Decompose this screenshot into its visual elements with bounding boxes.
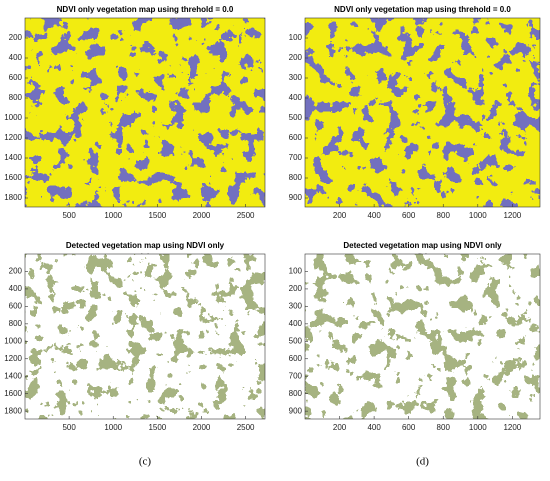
y-tick-label: 800 bbox=[9, 319, 23, 328]
y-tick-label: 500 bbox=[289, 336, 303, 345]
image-speckle bbox=[305, 254, 540, 419]
chart-title: NDVI only vegetation map using threhold … bbox=[57, 5, 234, 14]
y-tick-label: 600 bbox=[289, 133, 303, 142]
y-tick-label: 600 bbox=[289, 354, 303, 363]
y-tick-label: 800 bbox=[289, 173, 303, 182]
y-tick-label: 200 bbox=[9, 267, 23, 276]
y-tick-label: 300 bbox=[289, 73, 303, 82]
x-tick-label: 1000 bbox=[469, 423, 487, 432]
caption: (c) bbox=[139, 456, 152, 468]
y-tick-label: 700 bbox=[289, 371, 303, 380]
y-tick-label: 1600 bbox=[4, 173, 22, 182]
x-tick-label: 600 bbox=[402, 211, 416, 220]
y-tick-label: 600 bbox=[9, 301, 23, 310]
image-speckle bbox=[25, 254, 265, 419]
x-tick-label: 2500 bbox=[237, 423, 255, 432]
y-tick-label: 200 bbox=[9, 33, 23, 42]
axes-frame bbox=[304, 17, 541, 208]
chart-title: Detected vegetation map using NDVI only bbox=[343, 241, 502, 250]
y-tick-label: 200 bbox=[289, 53, 303, 62]
chart-title: Detected vegetation map using NDVI only bbox=[66, 241, 225, 250]
y-tick-label: 700 bbox=[289, 153, 303, 162]
y-tick-label: 100 bbox=[289, 33, 303, 42]
y-tick-label: 800 bbox=[289, 389, 303, 398]
x-tick-label: 2500 bbox=[237, 211, 255, 220]
y-tick-label: 400 bbox=[9, 284, 23, 293]
x-tick-label: 200 bbox=[333, 423, 347, 432]
y-tick-label: 1000 bbox=[4, 113, 22, 122]
y-tick-label: 500 bbox=[289, 113, 303, 122]
axes-frame bbox=[24, 253, 266, 420]
caption: (d) bbox=[416, 456, 429, 468]
x-tick-label: 1500 bbox=[148, 423, 166, 432]
x-tick-label: 600 bbox=[402, 423, 416, 432]
y-tick-label: 400 bbox=[289, 93, 303, 102]
x-tick-label: 1000 bbox=[469, 211, 487, 220]
x-tick-label: 2000 bbox=[193, 211, 211, 220]
image-texture bbox=[305, 18, 540, 207]
axes-frame bbox=[24, 17, 266, 208]
y-tick-label: 1000 bbox=[4, 336, 22, 345]
y-tick-label: 300 bbox=[289, 301, 303, 310]
y-tick-label: 1600 bbox=[4, 389, 22, 398]
y-tick-label: 900 bbox=[289, 406, 303, 415]
chart-title: NDVI only vegetation map using threhold … bbox=[334, 5, 511, 14]
y-tick-label: 900 bbox=[289, 193, 303, 202]
x-tick-label: 400 bbox=[367, 423, 381, 432]
y-tick-label: 1200 bbox=[4, 354, 22, 363]
y-tick-label: 800 bbox=[9, 93, 23, 102]
y-tick-label: 1800 bbox=[4, 193, 22, 202]
y-tick-label: 1400 bbox=[4, 371, 22, 380]
x-tick-label: 500 bbox=[62, 423, 76, 432]
x-tick-label: 2000 bbox=[193, 423, 211, 432]
x-tick-label: 1200 bbox=[503, 423, 521, 432]
x-tick-label: 800 bbox=[437, 211, 451, 220]
x-tick-label: 500 bbox=[62, 211, 76, 220]
y-tick-label: 100 bbox=[289, 267, 303, 276]
y-tick-label: 1200 bbox=[4, 133, 22, 142]
x-tick-label: 1000 bbox=[104, 211, 122, 220]
x-tick-label: 1000 bbox=[104, 423, 122, 432]
y-tick-label: 400 bbox=[289, 319, 303, 328]
x-tick-label: 1500 bbox=[148, 211, 166, 220]
x-tick-label: 800 bbox=[437, 423, 451, 432]
axes-frame bbox=[304, 253, 541, 420]
x-tick-label: 200 bbox=[333, 211, 347, 220]
y-tick-label: 600 bbox=[9, 73, 23, 82]
y-tick-label: 1800 bbox=[4, 406, 22, 415]
y-tick-label: 200 bbox=[289, 284, 303, 293]
y-tick-label: 400 bbox=[9, 53, 23, 62]
x-tick-label: 400 bbox=[367, 211, 381, 220]
y-tick-label: 1400 bbox=[4, 153, 22, 162]
x-tick-label: 1200 bbox=[503, 211, 521, 220]
image-texture bbox=[25, 18, 265, 207]
